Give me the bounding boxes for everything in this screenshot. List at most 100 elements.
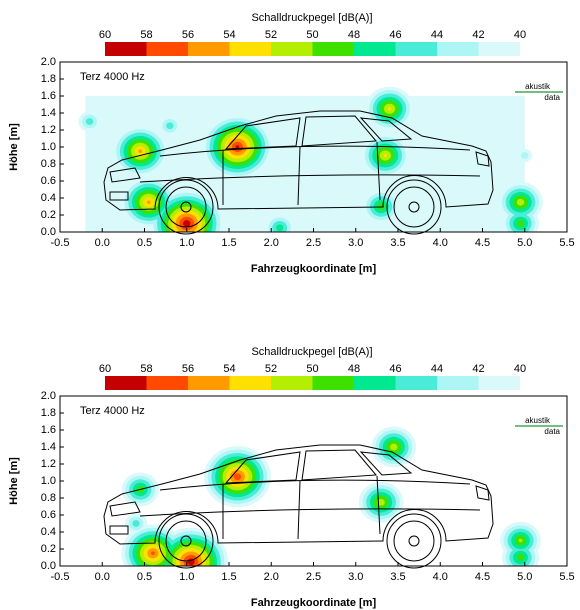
y-axis-label: Höhe [m] <box>8 457 20 505</box>
colorbar-tick-label: 60 <box>99 363 111 375</box>
sound-level-contour <box>151 552 155 555</box>
colorbar-swatch <box>271 376 313 390</box>
y-tick-label: 1.6 <box>41 424 56 436</box>
y-tick-label: 2.0 <box>41 56 56 68</box>
x-tick-label: 1.0 <box>179 237 194 249</box>
sound-level-contour <box>517 199 524 206</box>
x-tick-label: 5.5 <box>559 237 574 249</box>
colorbar-swatch <box>437 376 479 390</box>
y-tick-label: 0.2 <box>41 543 56 555</box>
x-tick-label: 1.5 <box>221 571 236 583</box>
colorbar-tick-label: 46 <box>389 363 401 375</box>
colorbar-tick-label: 52 <box>265 363 277 375</box>
x-tick-label: 3.0 <box>348 571 363 583</box>
y-tick-label: 0.0 <box>41 226 56 238</box>
colorbar-tick-label: 48 <box>348 363 360 375</box>
sound-level-contour <box>521 152 528 159</box>
x-tick-label: 1.5 <box>221 237 236 249</box>
y-tick-label: 1.8 <box>41 73 56 85</box>
y-tick-label: 0.8 <box>41 158 56 170</box>
y-tick-label: 0.4 <box>41 526 56 538</box>
colorbar-tick-label: 40 <box>514 29 526 41</box>
logo-top: akustik <box>525 416 551 425</box>
sound-level-contour <box>390 444 397 451</box>
colorbar-tick-label: 44 <box>431 29 443 41</box>
colorbar-tick-label: 54 <box>223 363 235 375</box>
x-tick-label: 3.5 <box>390 571 405 583</box>
colorbar-tick-label: 42 <box>472 29 484 41</box>
colorbar-tick-label: 52 <box>265 29 277 41</box>
sound-level-contour <box>132 520 139 527</box>
x-tick-label: 4.0 <box>433 571 448 583</box>
logo-bottom: data <box>544 93 560 102</box>
y-tick-label: 0.6 <box>41 509 56 521</box>
colorbar-swatch <box>147 42 189 56</box>
colorbar-tick-label: 40 <box>514 363 526 375</box>
sound-level-contour <box>276 224 283 231</box>
colorbar-tick-label: 46 <box>389 29 401 41</box>
colorbar-tick-label: 50 <box>306 363 318 375</box>
colorbar-title: Schalldruckpegel [dB(A)] <box>251 346 372 358</box>
sound-level-contour <box>138 150 142 153</box>
y-tick-label: 1.4 <box>41 107 56 119</box>
y-axis-label: Höhe [m] <box>8 123 20 171</box>
x-tick-label: -0.5 <box>51 237 70 249</box>
sound-level-contour <box>377 203 384 210</box>
x-tick-label: 0.0 <box>95 237 110 249</box>
x-tick-label: 1.0 <box>179 571 194 583</box>
colorbar-swatch <box>230 42 272 56</box>
sound-level-contour <box>166 122 173 129</box>
x-tick-label: 4.0 <box>433 237 448 249</box>
sound-level-contour <box>388 107 392 110</box>
colorbar-swatch <box>396 376 438 390</box>
sound-level-contour <box>147 201 151 204</box>
colorbar-swatch <box>105 376 147 390</box>
sound-level-contour <box>517 554 524 561</box>
sound-level-contour <box>183 220 190 227</box>
x-tick-label: 5.0 <box>517 571 532 583</box>
colorbar-tick-label: 60 <box>99 29 111 41</box>
colorbar-swatch <box>479 42 521 56</box>
colorbar-tick-label: 54 <box>223 29 235 41</box>
sound-level-contour <box>519 539 523 542</box>
colorbar-tick-label: 56 <box>182 29 194 41</box>
colorbar-swatch <box>147 376 189 390</box>
sound-level-contour <box>383 154 387 157</box>
y-tick-label: 2.0 <box>41 390 56 402</box>
colorbar-swatch <box>188 376 230 390</box>
annotation: Terz 4000 Hz <box>80 71 145 83</box>
colorbar-tick-label: 48 <box>348 29 360 41</box>
sound-level-contour <box>234 473 241 480</box>
colorbar-swatch <box>437 42 479 56</box>
y-tick-label: 1.2 <box>41 124 56 136</box>
y-tick-label: 0.0 <box>41 560 56 572</box>
colorbar-tick-label: 42 <box>472 363 484 375</box>
x-axis-label: Fahrzeugkoordinate [m] <box>251 263 377 275</box>
x-tick-label: 0.0 <box>95 571 110 583</box>
y-tick-label: 0.4 <box>41 192 56 204</box>
colorbar-swatch <box>105 42 147 56</box>
x-tick-label: 0.5 <box>137 571 152 583</box>
y-tick-label: 1.6 <box>41 90 56 102</box>
y-tick-label: 1.8 <box>41 407 56 419</box>
y-tick-label: 0.8 <box>41 492 56 504</box>
colorbar-swatch <box>188 42 230 56</box>
y-tick-label: 0.2 <box>41 209 56 221</box>
x-tick-label: 2.0 <box>264 571 279 583</box>
x-tick-label: 2.0 <box>264 237 279 249</box>
colorbar-tick-label: 44 <box>431 363 443 375</box>
sound-level-contour <box>86 118 93 125</box>
colorbar-tick-label: 58 <box>140 29 152 41</box>
colorbar-tick-label: 50 <box>306 29 318 41</box>
x-tick-label: 3.0 <box>348 237 363 249</box>
colorbar-tick-label: 56 <box>182 363 194 375</box>
y-tick-label: 0.6 <box>41 175 56 187</box>
annotation: Terz 4000 Hz <box>80 405 145 417</box>
x-tick-label: 2.5 <box>306 237 321 249</box>
x-tick-label: 5.5 <box>559 571 574 583</box>
colorbar-swatch <box>230 376 272 390</box>
x-tick-label: 5.0 <box>517 237 532 249</box>
y-tick-label: 1.0 <box>41 475 56 487</box>
